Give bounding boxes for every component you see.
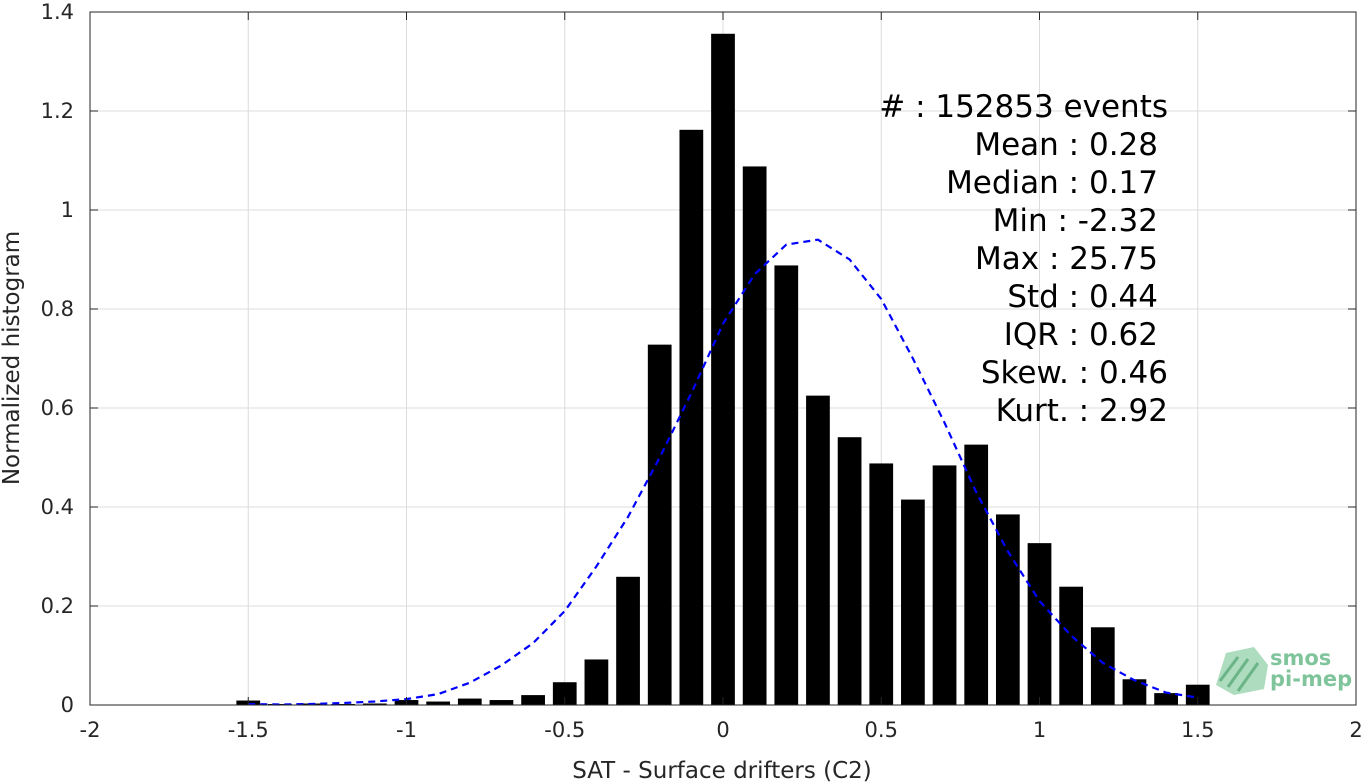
bar-16: [742, 166, 767, 705]
bar-20: [869, 463, 894, 705]
bar-17: [774, 265, 799, 705]
x-tick-label: 1.5: [1181, 718, 1214, 742]
annotation-line-8: Kurt. : 2.92: [996, 393, 1168, 429]
logo-text-smos: smos: [1270, 646, 1331, 670]
x-tick-label: 2: [1349, 718, 1362, 742]
y-tick-label: 0.2: [41, 594, 74, 618]
x-tick-label: -0.5: [544, 718, 585, 742]
y-tick-labels: 0 0.2 0.4 0.6 0.8 1 1.2 1.4: [41, 0, 74, 717]
bar-19: [837, 437, 862, 705]
x-tick-labels: -2 -1.5 -1 -0.5 0 0.5 1 1.5 2: [80, 718, 1363, 742]
annotation-line-6: IQR : 0.62: [1004, 317, 1158, 353]
smos-pi-mep-logo: smos pi-mep: [1216, 646, 1352, 695]
bar-23: [964, 444, 989, 705]
x-tick-label: -1.5: [228, 718, 269, 742]
logo-mark-icon: [1216, 647, 1268, 695]
y-tick-label: 0.4: [41, 495, 74, 519]
bar-11: [584, 659, 609, 705]
bar-8: [489, 700, 514, 705]
bar-24: [995, 514, 1020, 705]
y-axis-label: Normalized histogram: [0, 231, 25, 485]
x-tick-label: 1: [1033, 718, 1046, 742]
x-tick-label: 0: [716, 718, 729, 742]
bar-10: [552, 682, 577, 705]
annotation-line-1: Mean : 0.28: [974, 127, 1158, 163]
x-tick-label: 0.5: [865, 718, 898, 742]
bar-28: [1122, 679, 1147, 705]
bar-27: [1090, 627, 1115, 705]
y-tick-label: 1.4: [41, 0, 74, 24]
histogram-bars: [236, 33, 1210, 705]
logo-text-pimep: pi-mep: [1270, 667, 1352, 691]
y-tick-label: 0: [61, 693, 74, 717]
x-tick-label: -2: [80, 718, 101, 742]
bar-14: [679, 129, 704, 705]
bar-12: [616, 576, 640, 705]
annotation-line-5: Std : 0.44: [1007, 279, 1158, 315]
bar-7: [457, 698, 482, 705]
bar-26: [1059, 586, 1084, 705]
annotation-line-4: Max : 25.75: [975, 241, 1158, 277]
y-tick-label: 0.6: [41, 396, 74, 420]
bar-29: [1154, 693, 1178, 705]
bar-15: [711, 33, 735, 705]
annotation-line-7: Skew. : 0.46: [981, 355, 1168, 391]
bar-4: [362, 703, 387, 705]
x-axis-label: SAT - Surface drifters (C2): [572, 758, 872, 784]
bar-13: [647, 344, 672, 705]
bar-25: [1027, 543, 1052, 705]
y-tick-label: 0.8: [41, 297, 74, 321]
bar-18: [806, 395, 830, 705]
bar-6: [426, 701, 451, 705]
bar-22: [932, 465, 957, 705]
bar-9: [521, 695, 545, 705]
bar-30: [1185, 684, 1210, 705]
x-tick-label: -1: [396, 718, 417, 742]
logo-mark-stripes-icon: [1218, 656, 1260, 692]
annotation-line-3: Min : -2.32: [993, 203, 1158, 239]
y-tick-label: 1: [61, 198, 74, 222]
annotation-line-2: Median : 0.17: [946, 165, 1158, 201]
axes-frame: [89, 11, 1357, 706]
bar-21: [901, 499, 925, 705]
y-tick-label: 1.2: [41, 99, 74, 123]
annotation-line-0: # : 152853 events: [879, 89, 1168, 125]
